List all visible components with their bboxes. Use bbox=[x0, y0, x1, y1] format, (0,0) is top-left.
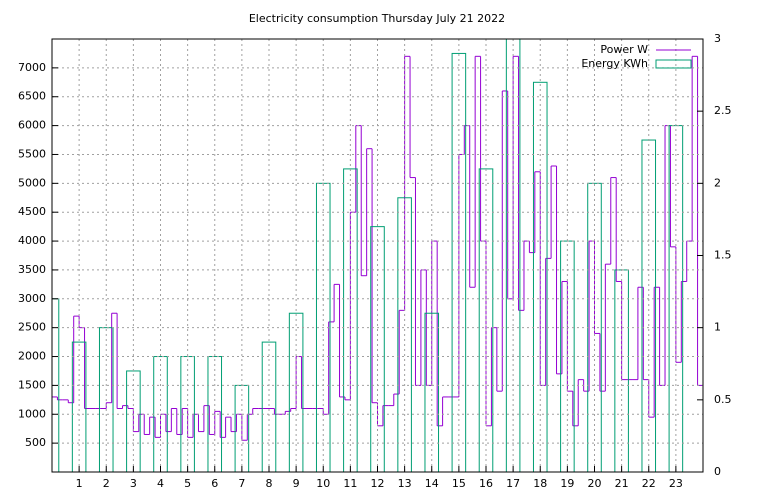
y-tick-label: 2500 bbox=[18, 321, 46, 334]
energy-box bbox=[532, 81, 548, 472]
y-tick-label: 500 bbox=[25, 436, 46, 449]
y2-tick-label: 2.5 bbox=[714, 104, 732, 117]
x-tick-label: 12 bbox=[371, 477, 385, 490]
y2-tick-label: 2 bbox=[714, 176, 721, 189]
x-tick-label: 9 bbox=[293, 477, 300, 490]
energy-box bbox=[261, 341, 277, 472]
y-tick-label: 4000 bbox=[18, 234, 46, 247]
x-tick-label: 1 bbox=[76, 477, 83, 490]
x-tick-label: 8 bbox=[266, 477, 273, 490]
y-tick-label: 2000 bbox=[18, 350, 46, 363]
energy-box bbox=[343, 168, 358, 472]
y-tick-label: 1000 bbox=[18, 407, 46, 420]
energy-box bbox=[451, 52, 467, 472]
x-tick-label: 2 bbox=[103, 477, 110, 490]
x-tick-label: 6 bbox=[211, 477, 218, 490]
y2-tick-label: 3 bbox=[714, 32, 721, 45]
y-tick-label: 1500 bbox=[18, 378, 46, 391]
y-tick-label: 7000 bbox=[18, 61, 46, 74]
energy-box bbox=[71, 341, 87, 472]
x-tick-label: 15 bbox=[452, 477, 466, 490]
energy-box bbox=[478, 168, 494, 472]
y-tick-label: 5500 bbox=[18, 147, 46, 160]
energy-box bbox=[505, 39, 521, 472]
legend-label: Power W bbox=[600, 43, 648, 56]
x-tick-label: 3 bbox=[130, 477, 137, 490]
x-tick-label: 21 bbox=[615, 477, 629, 490]
energy-box bbox=[288, 312, 304, 472]
x-tick-label: 5 bbox=[184, 477, 191, 490]
y2-tick-label: 1 bbox=[714, 321, 721, 334]
y2-tick-label: 1.5 bbox=[714, 249, 732, 262]
y-tick-label: 3000 bbox=[18, 292, 46, 305]
chart-title: Electricity consumption Thursday July 21… bbox=[249, 12, 505, 25]
x-tick-label: 10 bbox=[316, 477, 330, 490]
x-tick-label: 13 bbox=[398, 477, 412, 490]
plot-frame bbox=[51, 38, 704, 473]
legend-label: Energy KWh bbox=[581, 57, 648, 70]
energy-box bbox=[397, 197, 412, 472]
energy-box bbox=[424, 312, 440, 472]
y-tick-label: 6000 bbox=[18, 119, 46, 132]
x-tick-label: 4 bbox=[157, 477, 164, 490]
x-tick-label: 20 bbox=[588, 477, 602, 490]
x-tick-label: 16 bbox=[479, 477, 493, 490]
y2-tick-label: 0 bbox=[714, 465, 721, 478]
legend-swatch bbox=[655, 59, 692, 69]
x-tick-label: 19 bbox=[560, 477, 574, 490]
x-tick-label: 18 bbox=[533, 477, 547, 490]
x-tick-label: 11 bbox=[343, 477, 357, 490]
x-tick-label: 14 bbox=[425, 477, 439, 490]
y2-tick-label: 0.5 bbox=[714, 393, 732, 406]
x-tick-label: 17 bbox=[506, 477, 520, 490]
x-tick-label: 23 bbox=[669, 477, 683, 490]
x-tick-label: 22 bbox=[642, 477, 656, 490]
x-tick-label: 7 bbox=[238, 477, 245, 490]
y-tick-label: 6500 bbox=[18, 90, 46, 103]
y-tick-label: 5000 bbox=[18, 176, 46, 189]
y-tick-label: 4500 bbox=[18, 205, 46, 218]
energy-box bbox=[370, 226, 385, 472]
y-tick-label: 3500 bbox=[18, 263, 46, 276]
